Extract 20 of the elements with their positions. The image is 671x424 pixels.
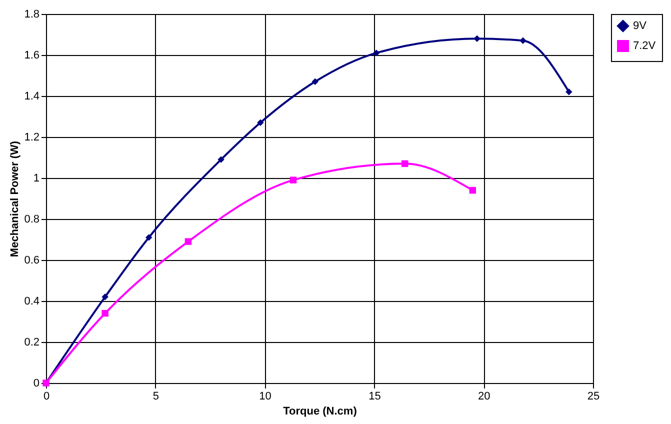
- y-tick-label: 0: [33, 378, 40, 390]
- y-tick-label: 1: [33, 172, 40, 184]
- y-tick-label: 1.8: [24, 8, 40, 20]
- y-tick-label: 0.6: [24, 254, 40, 266]
- legend-label: 9V: [633, 20, 648, 32]
- x-tick-label: 5: [152, 390, 159, 402]
- y-tick-label: 1.4: [24, 90, 40, 102]
- x-tick-label: 10: [259, 390, 272, 402]
- legend-label: 7.2V: [633, 40, 656, 52]
- x-tick-label: 15: [368, 390, 381, 402]
- y-tick-label: 0.4: [24, 296, 40, 308]
- y-tick-label: 0.8: [24, 214, 40, 226]
- x-axis-title: Torque (N.cm): [283, 406, 358, 418]
- y-axis-title: Mechanical Power (W): [9, 140, 22, 258]
- x-tick-label: 20: [478, 390, 490, 402]
- y-tick-label: 0.2: [24, 336, 40, 348]
- x-tick-label: 0: [43, 390, 50, 402]
- x-tick-label: 25: [587, 390, 600, 402]
- y-tick-label: 1.6: [24, 50, 40, 62]
- y-tick-label: 1.2: [24, 132, 40, 144]
